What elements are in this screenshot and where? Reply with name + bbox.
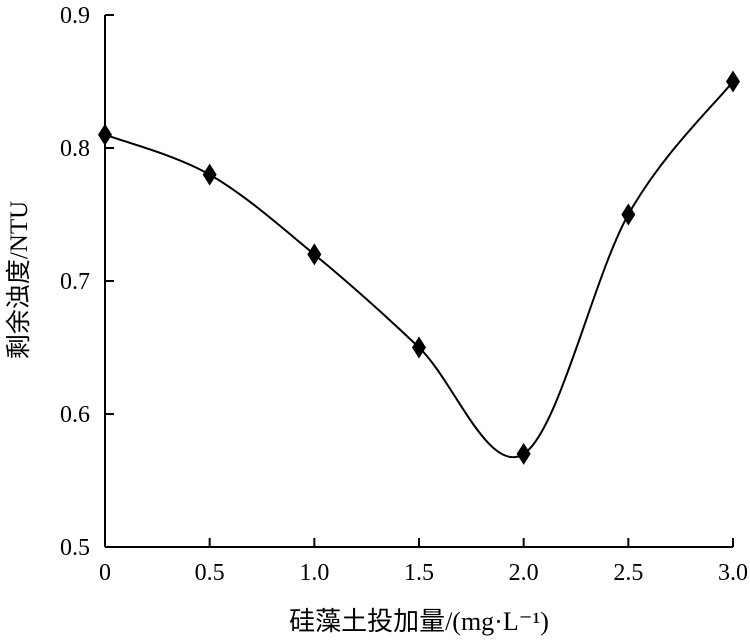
y-tick-label: 0.5 [60, 535, 90, 561]
data-point-diamond [516, 442, 531, 465]
y-tick-label: 0.6 [60, 402, 90, 428]
data-point-diamond [307, 243, 322, 266]
x-tick-label: 0 [99, 560, 111, 586]
x-tick-label: 1.5 [404, 560, 434, 586]
series-line [104, 80, 734, 458]
x-tick-label: 0.5 [195, 560, 225, 586]
data-point-diamond [726, 70, 740, 93]
data-point-diamond [98, 123, 112, 146]
x-tick-label: 1.0 [299, 560, 329, 586]
y-tick-label: 0.8 [60, 136, 90, 162]
x-tick-label: 3.0 [718, 560, 748, 586]
data-point-diamond [202, 163, 217, 186]
y-axis-label: 剩余浊度/NTU [5, 201, 33, 359]
data-point-diamond [412, 336, 426, 359]
x-axis-label: 硅藻土投加量/(mg·L⁻¹) [289, 607, 549, 636]
y-tick-label: 0.9 [60, 3, 90, 29]
x-tick-label: 2.0 [509, 560, 539, 586]
y-tick-label: 0.7 [60, 269, 90, 295]
x-tick-label: 2.5 [613, 560, 643, 586]
data-point-diamond [621, 203, 636, 226]
